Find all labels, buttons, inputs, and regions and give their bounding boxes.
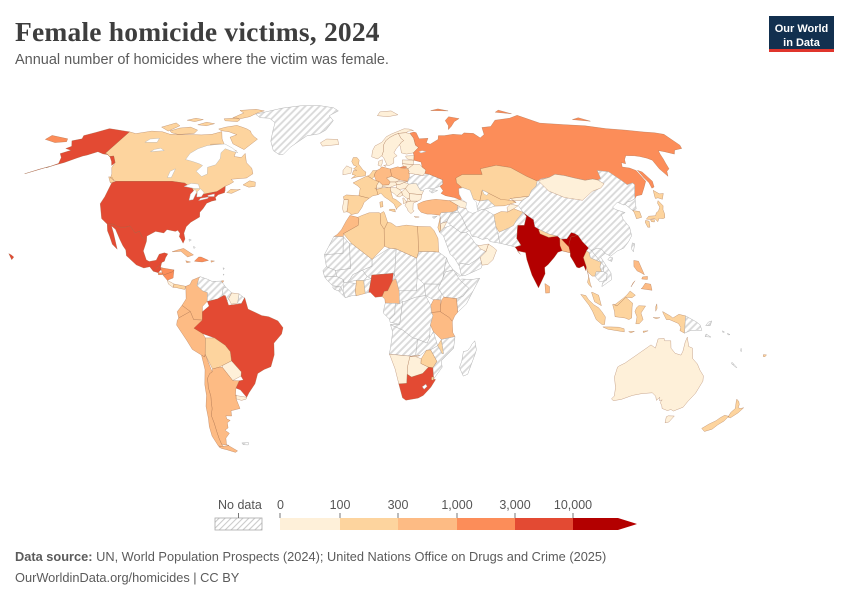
svg-text:100: 100	[330, 498, 351, 512]
svg-text:3,000: 3,000	[499, 498, 530, 512]
svg-text:300: 300	[388, 498, 409, 512]
svg-text:1,000: 1,000	[441, 498, 472, 512]
svg-text:10,000: 10,000	[554, 498, 592, 512]
svg-text:No data: No data	[218, 498, 262, 512]
svg-text:0: 0	[277, 498, 284, 512]
